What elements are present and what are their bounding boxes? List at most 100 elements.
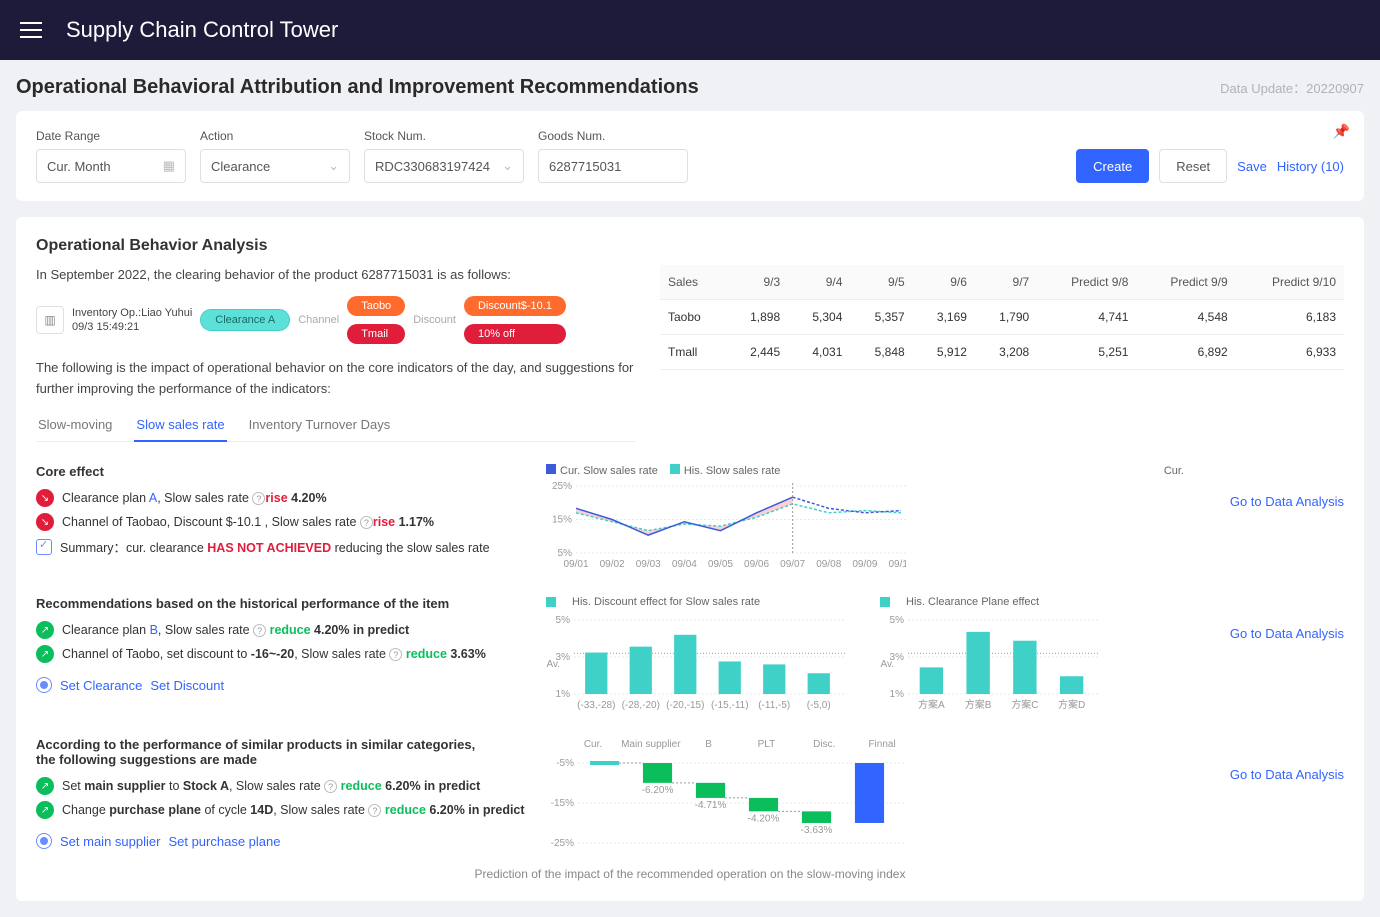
save-link[interactable]: Save: [1237, 159, 1267, 174]
menu-icon[interactable]: [20, 22, 42, 38]
down-arrow-icon: ↘: [36, 513, 54, 531]
action-select[interactable]: Clearance⌄: [200, 149, 350, 183]
table-header: 9/5: [850, 265, 912, 300]
help-icon[interactable]: ?: [360, 516, 373, 529]
action-label: Action: [200, 129, 350, 143]
go-analysis-link-3[interactable]: Go to Data Analysis: [1230, 767, 1344, 782]
tab-inventory-turnover[interactable]: Inventory Turnover Days: [247, 409, 393, 441]
svg-text:方案C: 方案C: [1011, 698, 1038, 711]
tab-slow-moving[interactable]: Slow-moving: [36, 409, 114, 441]
up-arrow-icon: ↗: [36, 621, 54, 639]
table-header: Predict 9/8: [1037, 265, 1136, 300]
go-analysis-link-1[interactable]: Go to Data Analysis: [1230, 494, 1344, 509]
date-range-input[interactable]: Cur. Month▦: [36, 149, 186, 183]
date-range-label: Date Range: [36, 129, 186, 143]
top-bar: Supply Chain Control Tower: [0, 0, 1380, 60]
pin-icon[interactable]: 📌: [1333, 123, 1350, 140]
svg-text:09/03: 09/03: [636, 559, 661, 570]
core-chart-legend: Cur. Slow sales rate His. Slow sales rat…: [546, 464, 1184, 477]
reco-chart-1: 5%3%1%Av.(-33,-28)(-28,-20)(-20,-15)(-15…: [546, 612, 846, 712]
sales-table: Sales9/39/49/59/69/7Predict 9/8Predict 9…: [660, 265, 1344, 370]
svg-text:09/07: 09/07: [780, 559, 805, 570]
reco-chart-2: 5%3%1%Av.方案A方案B方案C方案D: [880, 612, 1100, 712]
table-header: 9/3: [726, 265, 788, 300]
table-header: Predict 9/9: [1136, 265, 1235, 300]
table-header: 9/4: [788, 265, 850, 300]
svg-text:09/01: 09/01: [563, 559, 588, 570]
inventory-icon: ▥: [36, 306, 64, 334]
data-update: Data Update：20220907: [1220, 78, 1364, 97]
filter-card: 📌 Date Range Cur. Month▦ Action Clearanc…: [16, 111, 1364, 201]
chevron-down-icon: ⌄: [502, 158, 513, 174]
help-icon[interactable]: ?: [368, 804, 381, 817]
svg-text:Cur.: Cur.: [584, 739, 602, 750]
svg-text:09/04: 09/04: [672, 559, 697, 570]
create-button[interactable]: Create: [1076, 149, 1149, 183]
help-icon[interactable]: ?: [389, 648, 402, 661]
page-title: Operational Behavioral Attribution and I…: [16, 76, 699, 99]
impact-text: The following is the impact of operation…: [36, 358, 636, 400]
svg-text:Finnal: Finnal: [868, 739, 895, 750]
table-header: 9/6: [913, 265, 975, 300]
svg-text:15%: 15%: [552, 515, 572, 526]
tabs: Slow-moving Slow sales rate Inventory Tu…: [36, 409, 636, 442]
reco-line-2: ↗ Channel of Taobo, set discount to -16~…: [36, 645, 526, 663]
svg-text:PLT: PLT: [758, 739, 776, 750]
calendar-icon: ▦: [163, 158, 175, 174]
help-icon[interactable]: ?: [253, 624, 266, 637]
chevron-down-icon: ⌄: [328, 158, 339, 174]
tmail-pill: Tmail: [347, 324, 405, 344]
reco-chart2-legend: His. Clearance Plane effect: [880, 596, 1184, 608]
svg-text:(-28,-20): (-28,-20): [622, 700, 660, 711]
go-analysis-link-2[interactable]: Go to Data Analysis: [1230, 626, 1344, 641]
table-header: Predict 9/10: [1236, 265, 1344, 300]
reco-title: Recommendations based on the historical …: [36, 596, 526, 611]
svg-text:09/06: 09/06: [744, 559, 769, 570]
help-icon[interactable]: ?: [252, 492, 265, 505]
table-row: Tmall2,4454,0315,8485,9123,2085,2516,892…: [660, 335, 1344, 370]
svg-text:(-11,-5): (-11,-5): [758, 700, 790, 711]
svg-text:-6.20%: -6.20%: [642, 785, 674, 796]
set-discount-link[interactable]: Set Discount: [150, 678, 224, 693]
goods-num-label: Goods Num.: [538, 129, 688, 143]
svg-text:5%: 5%: [558, 548, 573, 559]
svg-text:1%: 1%: [556, 689, 571, 700]
intro-text: In September 2022, the clearing behavior…: [36, 265, 636, 286]
analysis-title: Operational Behavior Analysis: [36, 237, 1344, 255]
core-effect-title: Core effect: [36, 464, 526, 479]
reset-button[interactable]: Reset: [1159, 149, 1227, 183]
tab-slow-sales-rate[interactable]: Slow sales rate: [134, 409, 226, 442]
svg-text:25%: 25%: [552, 481, 572, 492]
down-arrow-icon: ↘: [36, 489, 54, 507]
svg-text:-4.20%: -4.20%: [748, 814, 780, 825]
set-supplier-link[interactable]: Set main supplier: [60, 834, 160, 849]
svg-text:B: B: [705, 739, 712, 750]
svg-text:09/05: 09/05: [708, 559, 733, 570]
inventory-op-info: Inventory Op.:Liao Yuhui 09/3 15:49:21: [72, 306, 192, 335]
svg-text:(-5,0): (-5,0): [807, 700, 831, 711]
svg-text:-5%: -5%: [556, 758, 574, 769]
set-clearance-link[interactable]: Set Clearance: [60, 678, 142, 693]
set-plane-link[interactable]: Set purchase plane: [168, 834, 280, 849]
history-link[interactable]: History (10): [1277, 159, 1344, 174]
stock-num-select[interactable]: RDC330683197424⌄: [364, 149, 524, 183]
core-line-1: ↘ Clearance plan A, Slow sales rate ?ris…: [36, 489, 526, 507]
svg-text:-15%: -15%: [551, 798, 574, 809]
svg-text:方案D: 方案D: [1058, 698, 1085, 711]
svg-text:(-15,-11): (-15,-11): [711, 700, 749, 711]
goods-num-input[interactable]: 6287715031: [538, 149, 688, 183]
svg-text:09/09: 09/09: [852, 559, 877, 570]
help-icon[interactable]: ?: [324, 780, 337, 793]
svg-text:Main supplier: Main supplier: [621, 739, 681, 750]
svg-text:Disc.: Disc.: [813, 739, 835, 750]
similar-title: According to the performance of similar …: [36, 737, 526, 767]
reco-chart1-legend: His. Discount effect for Slow sales rate: [546, 596, 850, 608]
stock-num-label: Stock Num.: [364, 129, 524, 143]
discount-label: Discount: [413, 314, 456, 326]
discount-pill-2: 10% off: [464, 324, 566, 344]
up-arrow-icon: ↗: [36, 777, 54, 795]
svg-text:5%: 5%: [890, 615, 905, 626]
svg-text:09/08: 09/08: [816, 559, 841, 570]
discount-pill-1: Discount$-10.1: [464, 296, 566, 316]
up-arrow-icon: ↗: [36, 801, 54, 819]
